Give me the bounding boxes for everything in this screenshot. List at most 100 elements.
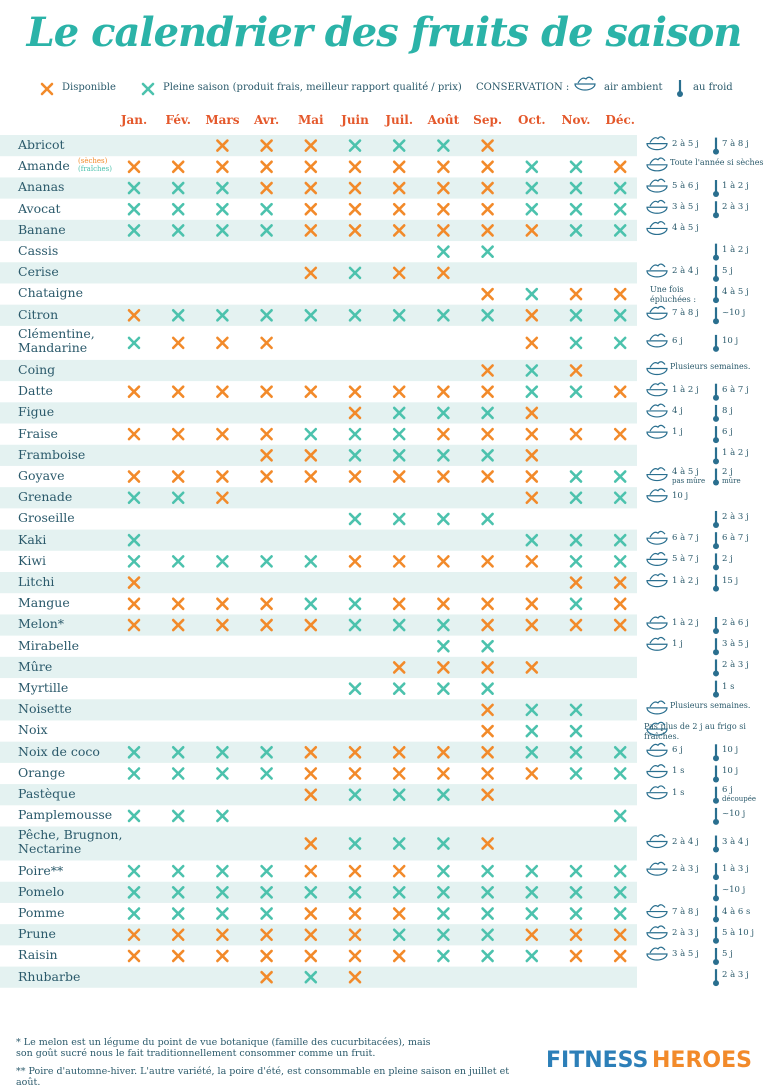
cross-mark: [525, 491, 539, 505]
cross-mark: [304, 224, 318, 237]
fruit-name: Prune: [18, 926, 56, 942]
cross-mark: [348, 970, 362, 984]
storage-cold: 3 à 4 j: [722, 836, 749, 847]
cross-mark: [392, 788, 406, 802]
air-icon: [646, 552, 668, 566]
cross-mark: [171, 767, 185, 780]
air-icon: [646, 785, 668, 800]
cross-mark: [613, 949, 627, 963]
cross-mark: [481, 724, 494, 738]
cross-mark: [481, 864, 494, 878]
cross-mark: [216, 618, 229, 632]
cross-mark: [437, 202, 450, 216]
cross-mark: [127, 928, 141, 942]
month-header: Juil.: [385, 113, 414, 127]
cross-mark: [127, 864, 141, 878]
row-band: [0, 402, 637, 424]
cross-mark: [525, 202, 539, 216]
cross-mark: [127, 160, 141, 174]
cross-mark: [348, 512, 362, 526]
cross-mark: [525, 555, 539, 568]
cross-mark: [260, 308, 273, 322]
cross-mark: [260, 907, 273, 920]
cross-mark: [392, 597, 406, 611]
legend-label: CONSERVATION :: [476, 82, 570, 93]
storage-air: 2 à 4 j: [672, 836, 699, 847]
cross-mark: [171, 555, 185, 568]
month-header: Août: [427, 113, 460, 127]
month-header: Déc.: [605, 113, 635, 127]
cross-mark: [127, 576, 141, 589]
cross-mark: [304, 555, 318, 568]
cross-mark: [304, 949, 318, 963]
storage-cold: 10 j: [722, 766, 739, 777]
storage-air: 2 à 4 j: [672, 265, 699, 276]
cross-mark: [171, 949, 185, 963]
month-header: Juin: [341, 113, 369, 127]
fruit-name: Abricot: [18, 137, 65, 152]
cold-icon: [713, 543, 719, 550]
cross-mark: [304, 788, 318, 802]
cross-mark: [141, 82, 155, 96]
storage-cold: 1 à 2 j: [722, 181, 749, 192]
cross-mark: [569, 886, 583, 899]
cross-mark: [392, 308, 406, 322]
cross-mark: [260, 139, 273, 152]
cross-mark: [216, 427, 229, 441]
legend-label: au froid: [693, 82, 733, 93]
cross-mark: [481, 139, 494, 152]
air-icon: [646, 834, 668, 849]
cross-mark: [437, 864, 450, 878]
cross-mark: [348, 745, 362, 759]
storage-cold: 2 à 3 j: [722, 202, 749, 213]
fruit-name: Grenade: [18, 489, 73, 505]
cross-mark: [392, 202, 406, 216]
cross-mark: [481, 202, 494, 216]
row-band: [0, 784, 637, 806]
row-band: [0, 656, 637, 679]
cross-mark: [127, 470, 141, 483]
cross-mark: [569, 533, 583, 547]
storage-air: 10 j: [672, 490, 689, 501]
cross-mark: [569, 864, 583, 878]
cold-icon: [713, 345, 719, 352]
cross-mark: [481, 160, 494, 174]
cross-mark: [260, 970, 273, 984]
cold-icon: [677, 91, 683, 97]
cross-mark: [260, 202, 273, 216]
row-band: [0, 826, 637, 861]
cross-mark: [613, 160, 627, 174]
cross-mark: [613, 202, 627, 216]
air-icon: [646, 136, 668, 151]
air-icon: [646, 861, 668, 876]
cross-mark: [481, 385, 494, 399]
cold-icon: [713, 980, 719, 987]
cross-mark: [216, 949, 229, 963]
cross-mark: [216, 308, 229, 322]
cross-mark: [171, 491, 185, 505]
cross-mark: [437, 928, 450, 942]
cross-mark: [348, 406, 362, 420]
cross-mark: [525, 928, 539, 942]
storage-air: 1 j: [672, 639, 683, 650]
storage-cold: 6 j: [722, 784, 733, 795]
cross-mark: [569, 949, 583, 963]
storage-sub: découpée: [722, 794, 757, 803]
cross-mark: [304, 266, 318, 280]
cross-mark: [613, 864, 627, 878]
cross-mark: [127, 886, 141, 899]
storage-air: 2 à 3 j: [672, 927, 699, 938]
cold-icon: [713, 437, 719, 444]
fruit-name: Goyave: [18, 467, 65, 483]
title: Le calendrier des fruits de saison: [26, 9, 743, 56]
storage-air: 1 j: [672, 427, 683, 438]
row-band: [0, 177, 637, 199]
cross-mark: [481, 788, 494, 802]
row-band: [0, 741, 637, 763]
cross-mark: [525, 724, 539, 738]
fruit-name: Pomme: [18, 904, 65, 920]
cross-mark: [569, 181, 583, 195]
cross-mark: [613, 181, 627, 195]
cross-mark: [392, 385, 406, 399]
